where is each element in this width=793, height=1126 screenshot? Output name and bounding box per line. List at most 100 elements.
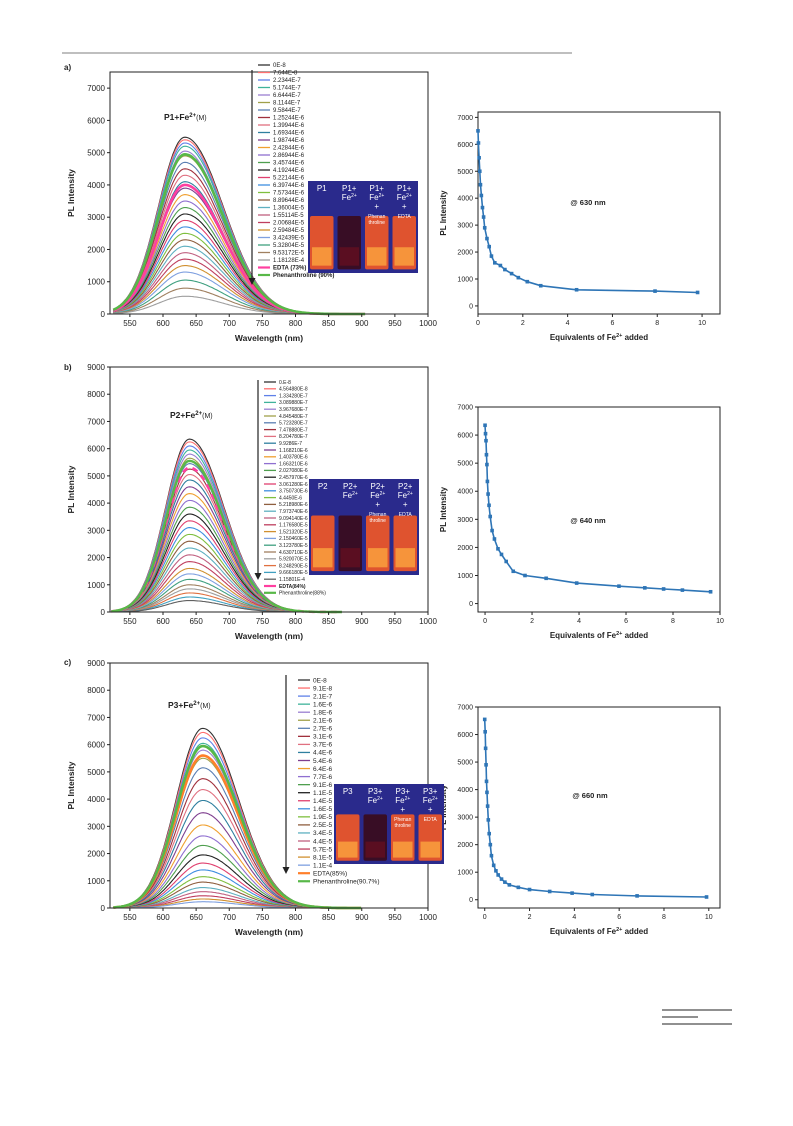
x-axis-label: Wavelength (nm): [235, 631, 303, 641]
x-tick-label: 900: [355, 617, 369, 626]
emission-legend: 0E-89.1E-82.1E-71.6E-61.8E-6 2.1E-62.7E-6…: [298, 677, 380, 886]
legend-label: 4.19244E-6: [273, 168, 305, 174]
legend-label: 1.334280E-7: [279, 393, 308, 399]
titration-point: [487, 831, 492, 836]
y-axis-label: PL Intensity: [66, 761, 76, 809]
legend-label: 9.9286E-7: [279, 441, 302, 447]
titration-line: [483, 719, 707, 898]
titration-x-axis-label: Equivalents of Fe2+ added: [550, 333, 648, 342]
emission-series-line: [113, 279, 366, 315]
inset-photo: P2 P2+Fe2+P2+Fe2++PhenanthrolineP2+Fe2++E…: [309, 479, 419, 575]
legend-label: 6.39744E-6: [273, 183, 305, 189]
x-tick-label: 1000: [419, 913, 437, 922]
titration-point: [487, 503, 491, 508]
titration-point: [492, 537, 497, 541]
legend-label: 3.089880E-7: [279, 400, 308, 406]
y-tick-label: 7000: [457, 115, 473, 122]
x-tick-label: 10: [716, 618, 724, 625]
titration-point: [477, 155, 481, 160]
x-tick-label: 900: [355, 319, 369, 328]
legend-label: 2.1E-7: [313, 693, 333, 700]
titration-point: [485, 236, 489, 241]
legend-label: 1.25244E-6: [273, 116, 305, 122]
y-axis-label: PL Intensity: [66, 169, 76, 217]
legend-label: 4.564880E-8: [279, 387, 308, 393]
y-tick-label: 0: [469, 303, 473, 310]
y-tick-label: 4000: [457, 489, 473, 496]
inset-label: EDTA: [398, 214, 412, 220]
titration-point: [478, 182, 483, 187]
legend-label: 4.630710E-5: [279, 550, 308, 556]
inset-label: Fe2+: [370, 491, 385, 500]
y-tick-label: 1000: [457, 573, 473, 580]
titration-point: [485, 462, 489, 467]
x-tick-label: 900: [355, 913, 369, 922]
legend-label: 5.4E-6: [313, 758, 333, 765]
panel-label: c): [64, 658, 71, 667]
titration-point: [485, 790, 489, 795]
inset-label: P2+: [343, 482, 358, 491]
x-tick-label: 850: [322, 617, 336, 626]
emission-title: P1+Fe2+(M): [164, 112, 207, 122]
titration-point: [489, 254, 494, 258]
legend-label: 1.1E-4: [313, 862, 333, 869]
x-tick-label: 4: [577, 618, 581, 625]
titration-plot-frame: [477, 706, 721, 909]
titration-plot-frame: [477, 406, 721, 613]
x-tick-label: 550: [123, 617, 137, 626]
x-tick-label: 750: [256, 617, 270, 626]
vial-base-glow: [420, 841, 440, 858]
inset-label: Phenan: [394, 817, 411, 823]
inset-label: Fe2+: [423, 796, 438, 805]
titration-point: [635, 894, 639, 898]
vial-base-glow: [339, 247, 359, 266]
x-tick-label: 750: [256, 319, 270, 328]
legend-label: 1.36004E-5: [273, 206, 305, 212]
arrow-head: [282, 867, 290, 874]
y-tick-label: 7000: [87, 84, 105, 93]
legend-label: 3.1E-6: [313, 734, 333, 741]
titration-point: [574, 581, 579, 585]
legend-label: 2.150460E-5: [279, 536, 308, 542]
x-tick-label: 550: [123, 319, 137, 328]
y-tick-label: 6000: [457, 142, 473, 149]
y-tick-label: 1000: [87, 877, 105, 886]
titration-point: [486, 492, 490, 496]
inset-label: P3+: [396, 787, 411, 796]
inset-label: P1+: [370, 184, 385, 193]
y-tick-label: 4000: [457, 196, 473, 203]
legend-label: 2.457970E-6: [279, 475, 308, 481]
x-tick-label: 8: [671, 618, 675, 625]
legend-label: Phenanthroline(90.7%): [313, 879, 380, 886]
titration-point: [486, 818, 491, 822]
titration-point: [661, 587, 666, 591]
legend-label: 2.86944E-6: [273, 153, 305, 159]
y-tick-label: 2000: [87, 554, 105, 563]
legend-label: 8.1E-5: [313, 854, 333, 861]
y-tick-label: 3000: [457, 517, 473, 524]
legend-label: 3.061280E-6: [279, 482, 308, 488]
titration-point: [485, 479, 490, 484]
legend-label: 8.89644E-6: [273, 198, 305, 204]
titration-point: [484, 438, 488, 443]
legend-label: 1.176580E-5: [279, 523, 308, 529]
legend-label: Phenanthroline(88%): [279, 591, 326, 597]
y-tick-label: 3000: [87, 213, 105, 222]
y-tick-label: 6000: [457, 433, 473, 440]
inset-label: +: [402, 202, 407, 211]
panel-label: a): [64, 63, 71, 72]
x-tick-label: 10: [705, 914, 713, 921]
titration-point: [653, 289, 657, 293]
y-tick-label: 5000: [87, 768, 105, 777]
legend-label: 2.2344E-7: [273, 78, 301, 84]
titration-point: [494, 869, 498, 873]
inset-label: P2+: [398, 482, 413, 491]
vial-base-glow: [368, 548, 388, 568]
titration-point: [509, 271, 514, 276]
legend-label: 8.248290E-5: [279, 563, 308, 569]
titration-annotation: @ 660 nm: [572, 791, 608, 800]
legend-label: 0E-8: [313, 677, 327, 684]
vial-base-glow: [394, 247, 414, 266]
titration-point: [483, 431, 488, 436]
legend-label: 3.7E-6: [313, 742, 333, 749]
